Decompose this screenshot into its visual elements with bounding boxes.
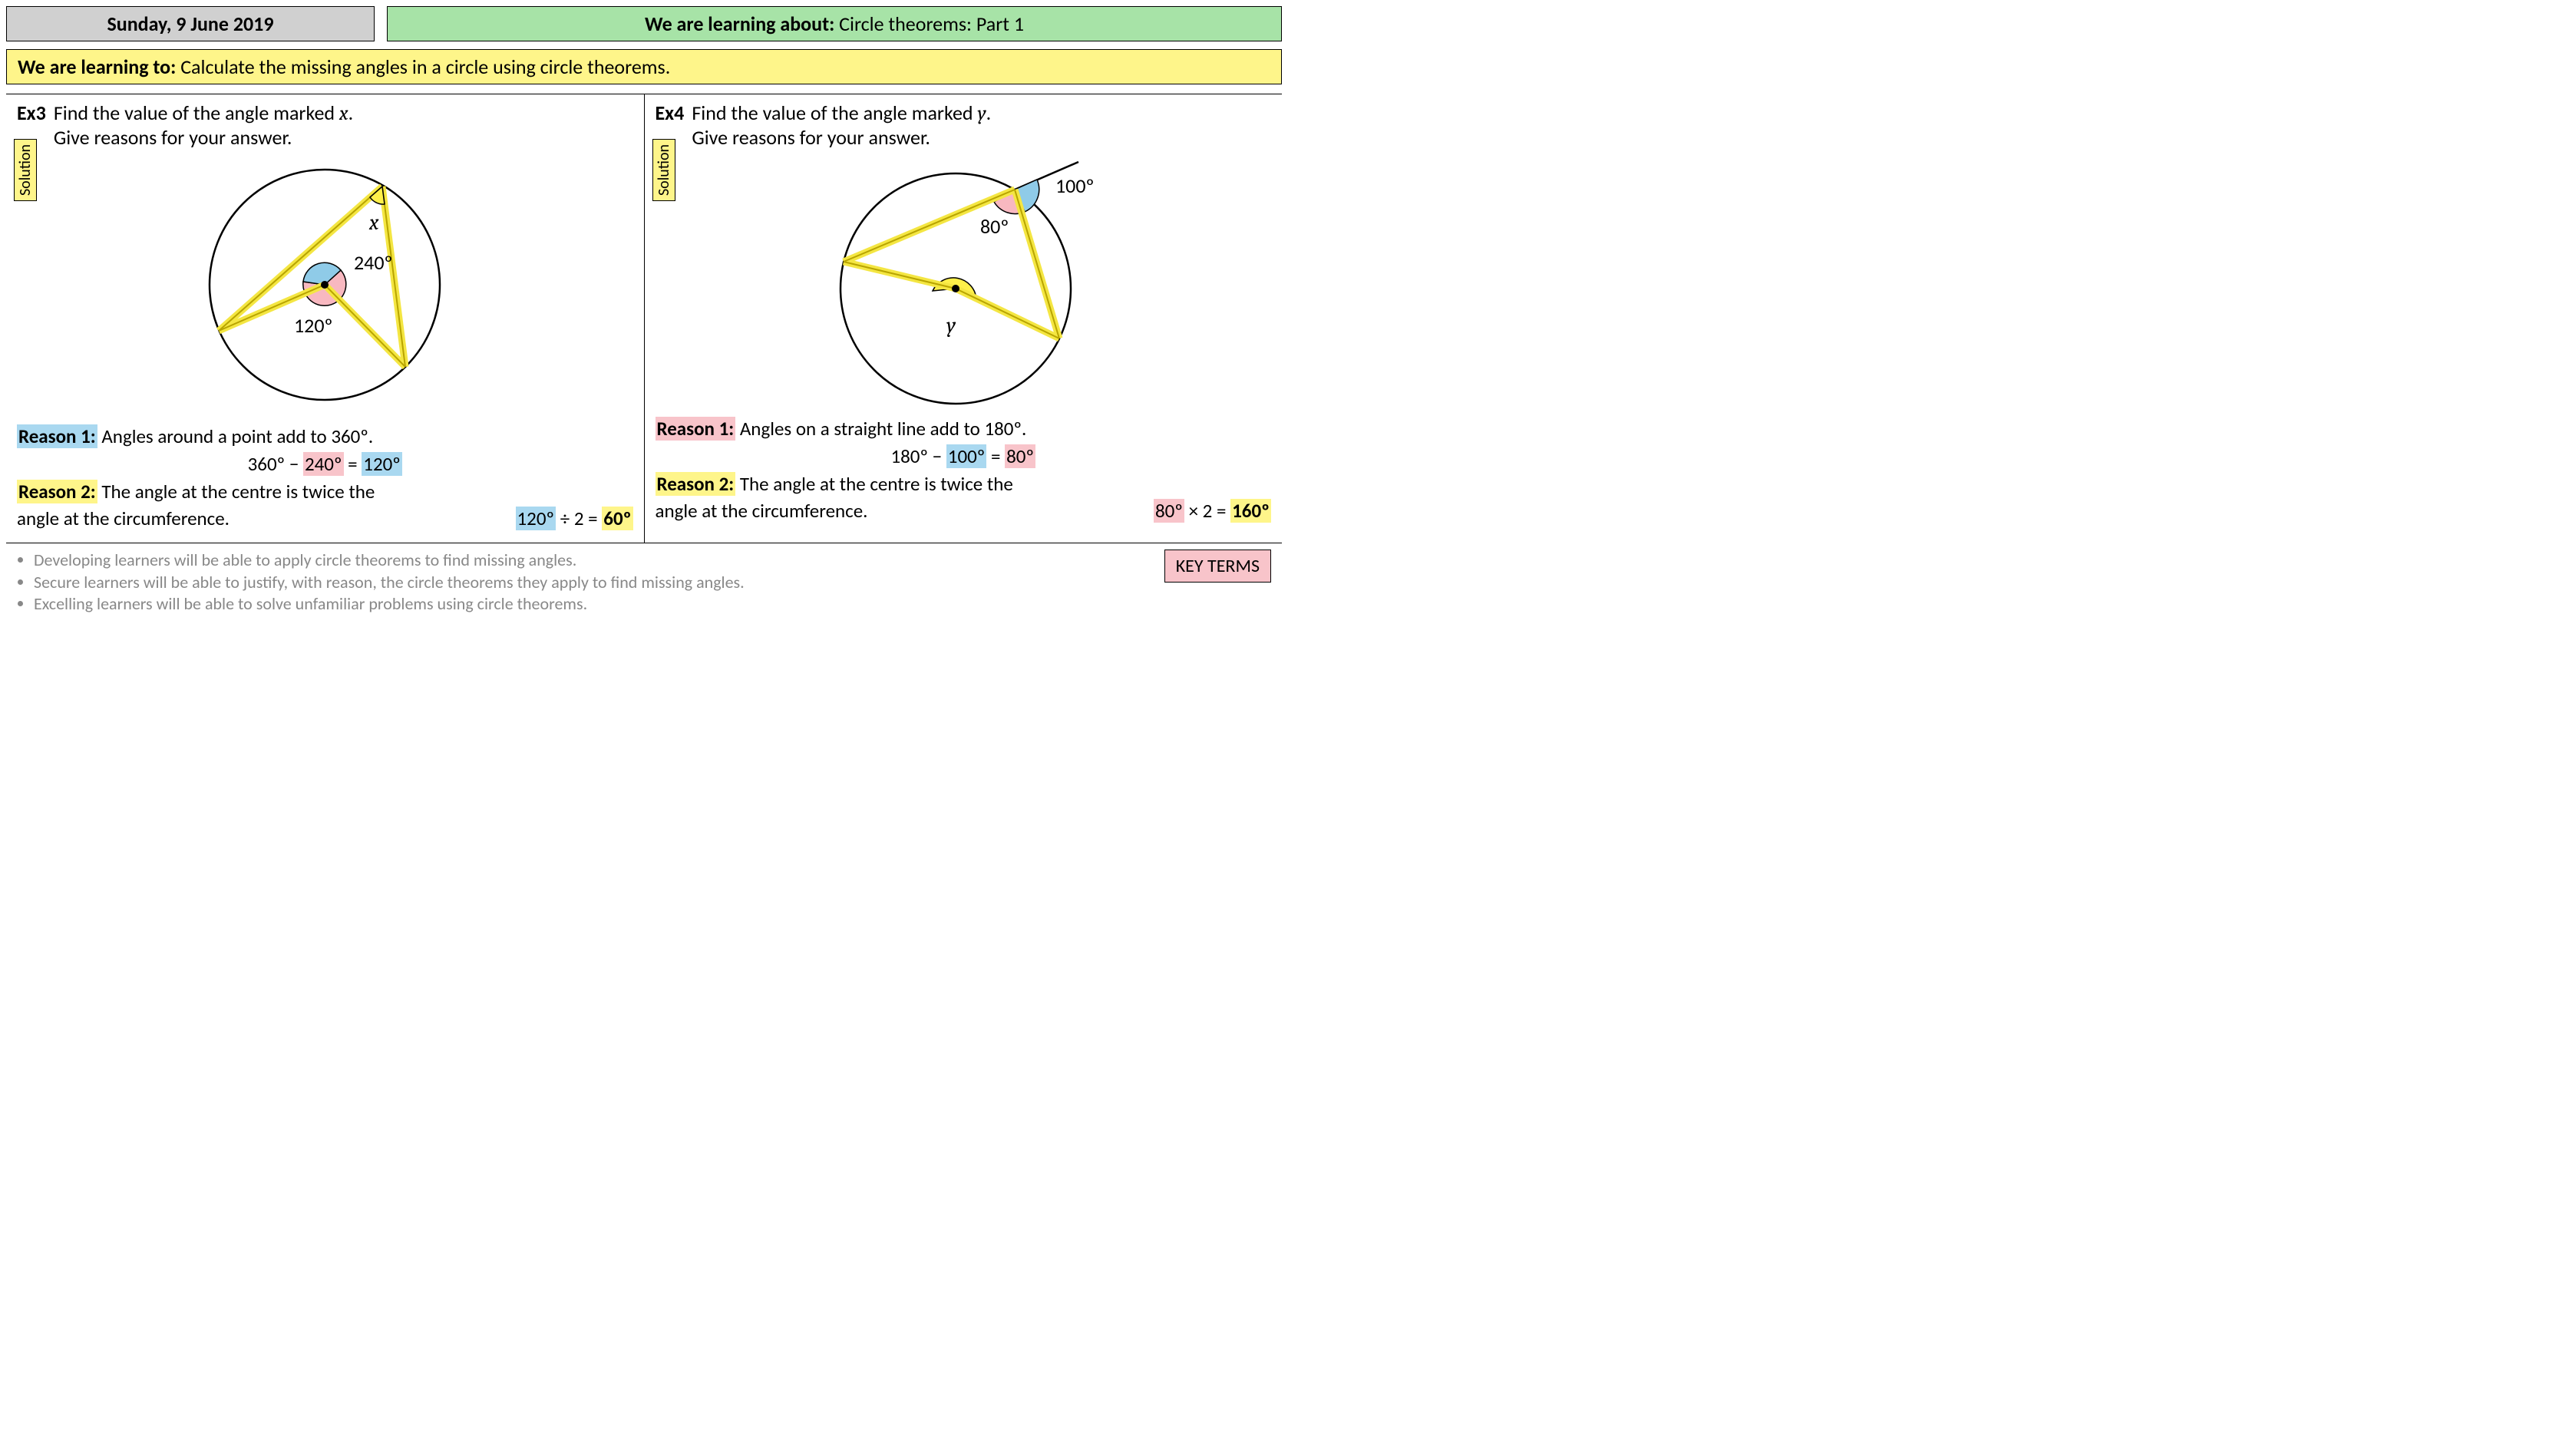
examples-row: Solution Ex3 Find the value of the angle… <box>6 94 1282 543</box>
calc1-b: 100º <box>946 444 987 468</box>
learning-bullets: Developing learners will be able to appl… <box>17 550 745 616</box>
ex3-prompt: Find the value of the angle marked x. Gi… <box>54 101 353 150</box>
ex3-prompt-1: Find the value of the angle marked <box>54 101 339 125</box>
calc2-b: ÷ 2 = <box>556 507 602 530</box>
reason2-label: Reason 2: <box>17 480 97 503</box>
calc2: 120º ÷ 2 = 60º <box>516 506 633 532</box>
objective-box: We are learning to: Calculate the missin… <box>6 49 1282 84</box>
calc1-b: 240º <box>303 452 344 476</box>
reason2-text2: angle at the circumference. <box>656 498 868 524</box>
ex4-diagram: 100º 80º y <box>656 154 1272 411</box>
reason1-label: Reason 1: <box>17 424 97 448</box>
ex4-heading: Ex4 Find the value of the angle marked y… <box>656 101 1272 150</box>
objective-text: Calculate the missing angles in a circle… <box>176 54 670 79</box>
ex3-prompt-line2: Give reasons for your answer. <box>54 125 292 150</box>
reason2-text2: angle at the circumference. <box>17 506 230 532</box>
calc2-b: × 2 = <box>1184 499 1230 523</box>
calc1-c: = <box>986 444 1005 468</box>
ex3-prompt-2: . <box>348 101 354 125</box>
calc2-a: 120º <box>516 507 556 530</box>
topic-box: We are learning about: Circle theorems: … <box>387 6 1282 41</box>
bullet-developing: Developing learners will be able to appl… <box>34 550 745 572</box>
ex4-prompt-2: . <box>986 101 992 125</box>
calc1-a: 180º − <box>890 444 946 468</box>
label-240: 240º <box>354 250 393 275</box>
objective-prefix: We are learning to: <box>18 54 176 79</box>
calc2-c: 60º <box>602 507 632 530</box>
calc1-d: 120º <box>362 452 402 476</box>
footer: Developing learners will be able to appl… <box>6 543 1282 616</box>
example-4: Solution Ex4 Find the value of the angle… <box>644 94 1283 543</box>
ex3-diagram: x 240º 120º <box>17 154 633 419</box>
ex4-label: Ex4 <box>656 101 685 125</box>
header-row: Sunday, 9 June 2019 We are learning abou… <box>6 6 1282 41</box>
ex3-reasons: Reason 1: Angles around a point add to 3… <box>17 424 633 532</box>
solution-tab[interactable]: Solution <box>652 139 675 201</box>
topic-prefix: We are learning about: <box>645 12 834 36</box>
ex3-var: x <box>339 102 348 125</box>
key-terms-button[interactable]: KEY TERMS <box>1164 550 1271 583</box>
reason1-text: Angles on a straight line add to 180º. <box>735 417 1026 441</box>
calc1-d: 80º <box>1005 444 1035 468</box>
solution-tab[interactable]: Solution <box>14 139 37 201</box>
bullet-secure: Secure learners will be able to justify,… <box>34 572 745 594</box>
label-120: 120º <box>294 313 333 338</box>
ex4-reasons: Reason 1: Angles on a straight line add … <box>656 416 1272 524</box>
label-80: 80º <box>980 214 1009 239</box>
ex4-prompt-line2: Give reasons for your answer. <box>692 125 930 150</box>
date-box: Sunday, 9 June 2019 <box>6 6 375 41</box>
ex4-var: y <box>977 102 986 125</box>
reason2-text: The angle at the centre is twice the <box>97 480 375 503</box>
ex3-heading: Ex3 Find the value of the angle marked x… <box>17 101 633 150</box>
reason1-text: Angles around a point add to 360º. <box>97 424 374 448</box>
center-dot <box>952 285 959 292</box>
example-3: Solution Ex3 Find the value of the angle… <box>6 94 644 543</box>
ex3-svg: x 240º 120º <box>187 154 463 415</box>
reason2-text: The angle at the centre is twice the <box>735 472 1013 496</box>
calc1-a: 360º − <box>248 452 303 476</box>
calc2-c: 160º <box>1230 499 1271 523</box>
center-dot <box>321 281 329 289</box>
label-y: y <box>946 313 956 338</box>
bullet-excelling: Excelling learners will be able to solve… <box>34 593 745 616</box>
label-100: 100º <box>1055 173 1095 198</box>
calc2-a: 80º <box>1154 499 1184 523</box>
reason2-label: Reason 2: <box>656 472 736 496</box>
ex4-prompt-1: Find the value of the angle marked <box>692 101 977 125</box>
topic-text: Circle theorems: Part 1 <box>834 12 1024 36</box>
ex4-svg: 100º 80º y <box>802 154 1125 408</box>
calc2: 80º × 2 = 160º <box>1154 498 1271 524</box>
reason1-label: Reason 1: <box>656 417 736 441</box>
ex4-prompt: Find the value of the angle marked y. Gi… <box>692 101 991 150</box>
label-x: x <box>368 210 379 235</box>
ex3-label: Ex3 <box>17 101 46 125</box>
calc1-c: = <box>344 452 362 476</box>
